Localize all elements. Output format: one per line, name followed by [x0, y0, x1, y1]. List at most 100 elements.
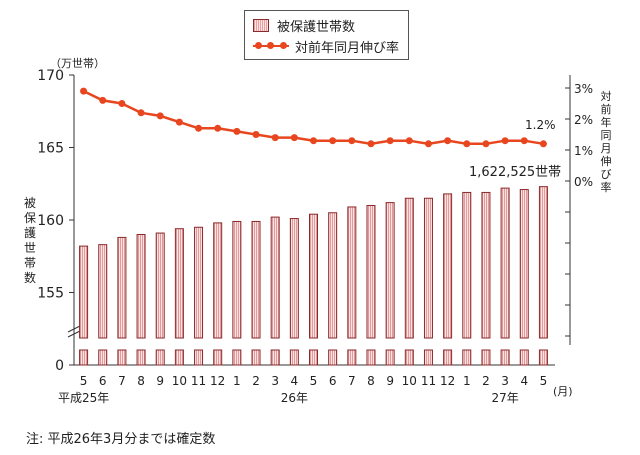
left-tick-label: 155 [37, 286, 64, 302]
bar [423, 197, 433, 339]
bar-base [404, 349, 414, 366]
bar [79, 245, 89, 339]
x-tick-label: 8 [137, 374, 145, 388]
right-axis-title-char: 年 [600, 116, 612, 129]
legend-item-line: 対前年同月伸び率 [253, 37, 400, 56]
bar [347, 206, 357, 339]
bar-base [270, 349, 280, 366]
left-unit-label: （万世帯） [50, 57, 105, 70]
legend-line-swatch [253, 40, 289, 52]
rate-point [329, 137, 337, 145]
bar [289, 218, 299, 339]
rate-point [463, 140, 471, 148]
bar-base [481, 349, 491, 366]
bar-base [462, 349, 472, 366]
rate-point [99, 96, 107, 104]
left-axis-title-char: 保 [23, 211, 36, 225]
left-axis-title-char: 数 [23, 271, 36, 285]
x-tick-label: 9 [386, 374, 394, 388]
x-tick-label: 11 [191, 374, 206, 388]
footnote: 注: 平成26年3月分までは確定数 [26, 432, 216, 447]
right-axis-title-char: 前 [600, 103, 612, 116]
right-axis-title-char: び [600, 168, 612, 181]
bar-base [519, 349, 529, 366]
bar [462, 191, 472, 339]
left-tick-label: 170 [37, 68, 64, 84]
bar [500, 187, 510, 339]
bar-base [347, 349, 357, 366]
bar-base [289, 349, 299, 366]
annotation-rate: 1.2% [525, 118, 556, 132]
rate-point [501, 137, 509, 145]
x-year-label: 27年 [491, 391, 518, 405]
legend-line-label: 対前年同月伸び率 [295, 40, 400, 56]
x-tick-label: 7 [348, 374, 356, 388]
annotation-value: 1,622,525世帯 [469, 165, 562, 180]
bar [232, 220, 242, 339]
x-tick-label: 5 [80, 374, 88, 388]
left-tick-label: 160 [37, 213, 64, 229]
x-tick-label: 3 [501, 374, 509, 388]
bar-base [309, 349, 318, 366]
bar-base [251, 349, 261, 366]
left-axis-title-char: 被 [23, 196, 36, 210]
rate-point [482, 140, 490, 148]
right-tick-label: 1% [574, 144, 593, 158]
rate-point [80, 87, 88, 95]
rate-point [214, 124, 222, 132]
left-tick-label: 0 [55, 358, 64, 374]
rate-point [118, 100, 126, 107]
x-tick-label: 10 [402, 374, 417, 388]
legend-bar-swatch [253, 18, 269, 32]
left-axis-title-char: 護 [23, 226, 36, 240]
rate-point [175, 118, 183, 126]
rate-point [386, 137, 394, 145]
x-year-label: 平成25年 [58, 391, 109, 405]
bar [443, 193, 453, 339]
x-tick-label: 1 [463, 374, 471, 388]
rate-point [310, 137, 317, 145]
rate-point [156, 112, 164, 120]
x-tick-label: 11 [421, 374, 436, 388]
x-tick-label: 3 [271, 374, 279, 388]
rate-point [252, 131, 260, 138]
x-tick-label: 1 [233, 374, 241, 388]
bar-base [136, 349, 146, 366]
rate-point [424, 140, 432, 148]
bar-base [79, 349, 89, 366]
right-axis-title-char: 同 [600, 129, 612, 142]
right-axis-title-char: 対 [600, 90, 612, 103]
x-tick-label: 2 [482, 374, 490, 388]
x-tick-label: 6 [329, 374, 337, 388]
bar-base [500, 349, 510, 366]
bar [174, 228, 184, 339]
bar-base [328, 349, 338, 366]
bar-base [194, 349, 204, 366]
rate-line [83, 89, 544, 146]
right-axis-title: 対前年同月伸び率 [598, 90, 614, 194]
right-axis-title-char: 率 [600, 181, 612, 194]
left-axis-title-char: 帯 [23, 256, 36, 270]
rate-point [195, 124, 203, 132]
bar [481, 191, 491, 339]
right-tick-label: 2% [574, 113, 593, 127]
bar-base [232, 349, 242, 366]
bar [98, 244, 108, 339]
x-unit-label: (月) [553, 385, 573, 398]
bar [366, 205, 376, 339]
bar [328, 212, 338, 339]
bar [117, 236, 127, 339]
axis-break-mark [67, 325, 81, 333]
right-tick-label: 0% [574, 175, 593, 189]
x-year-label: 26年 [281, 391, 308, 405]
bar [385, 202, 395, 339]
right-tick-label: 3% [574, 82, 593, 96]
bar [309, 213, 318, 339]
x-tick-label: 12 [440, 374, 455, 388]
left-axis-title: 被保護世帯数 [22, 196, 38, 286]
rate-point [405, 137, 413, 145]
rate-point [348, 137, 356, 145]
rate-point [233, 127, 241, 135]
x-tick-label: 7 [118, 374, 126, 388]
